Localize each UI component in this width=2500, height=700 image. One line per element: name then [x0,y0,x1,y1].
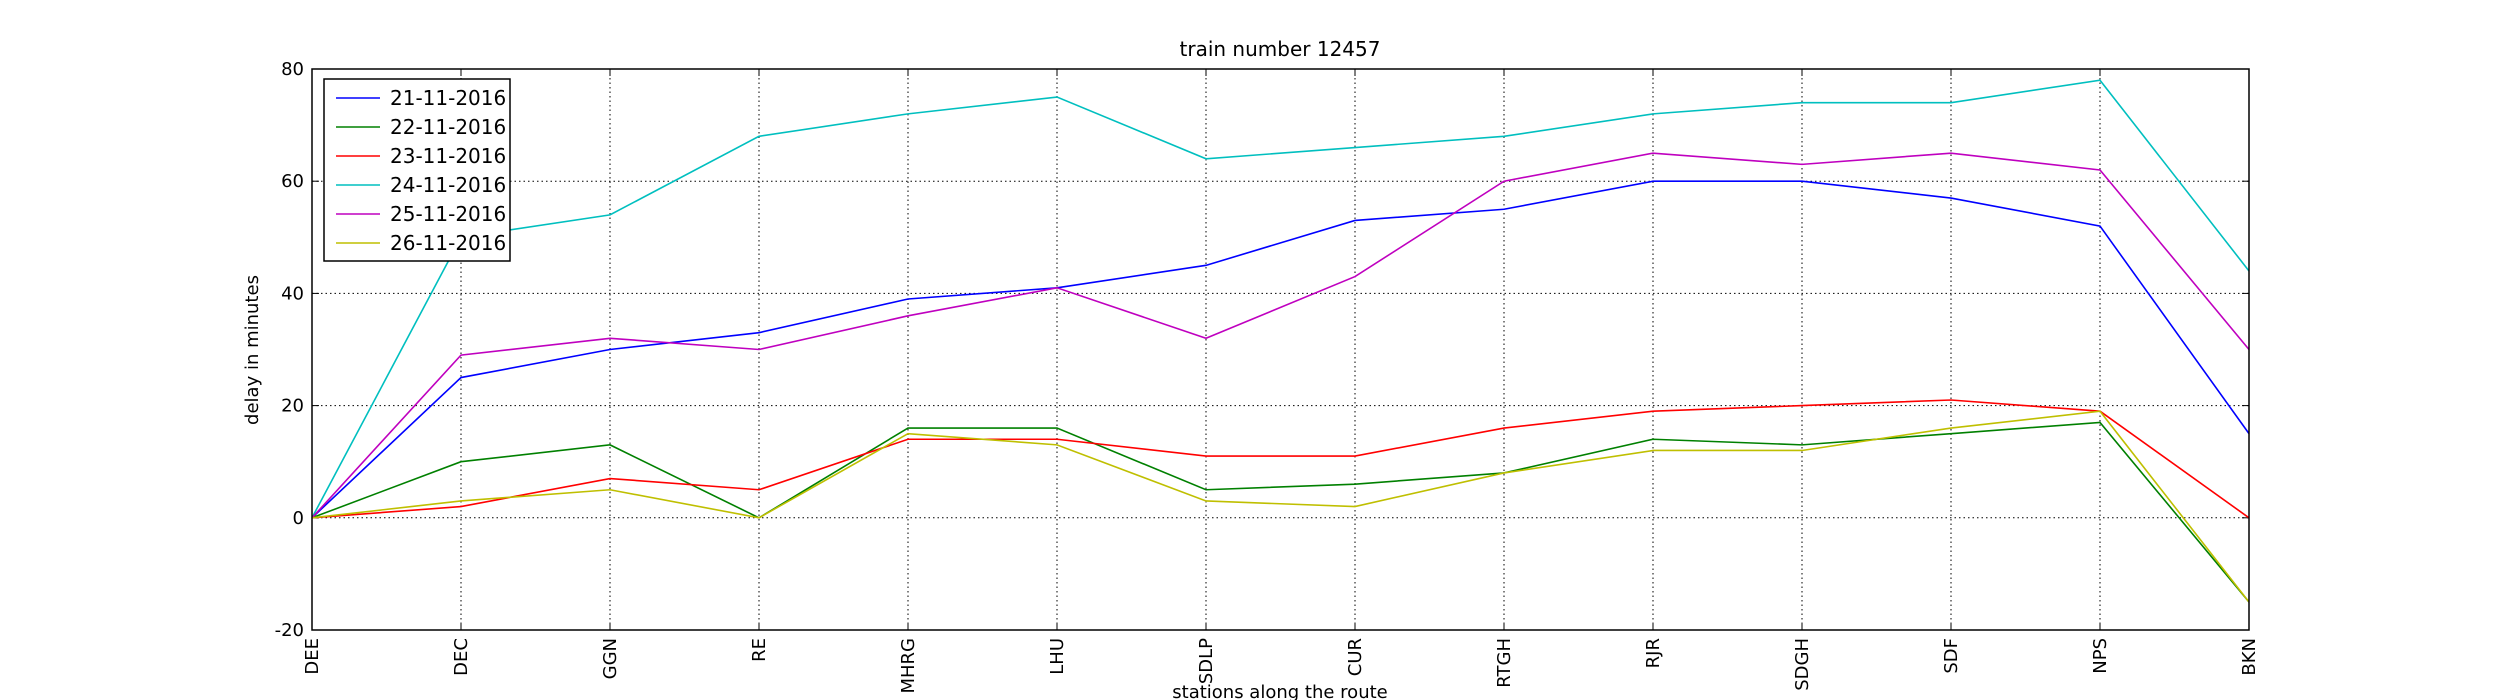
x-tick-label: RTGH [1494,638,1515,688]
x-tick-label: MHRG [898,638,919,694]
chart-title: train number 12457 [1180,37,1381,61]
x-tick-label: DEE [302,638,323,675]
series-line [311,421,2250,603]
legend-label: 25-11-2016 [390,202,506,226]
legend-label: 23-11-2016 [390,144,506,168]
x-tick-label: LHU [1047,638,1068,675]
y-tick-label: 40 [281,283,304,304]
x-tick-label: NPS [2090,638,2111,674]
x-tick-label: RE [749,638,770,662]
series-line [311,399,2250,519]
y-tick-label: -20 [275,620,304,641]
y-tick-label: 0 [293,508,304,529]
y-tick-label: 20 [281,396,304,417]
legend-label: 24-11-2016 [390,173,506,197]
x-tick-label: SDLP [1196,638,1217,684]
series-line [311,79,2250,519]
series-line [311,410,2250,603]
series-line [311,180,2250,519]
y-axis-label: delay in minutes [242,275,263,425]
x-tick-label: SDGH [1792,638,1813,691]
x-tick-label: RJR [1643,638,1664,668]
x-tick-label: BKN [2239,638,2260,676]
x-tick-label: SDF [1941,638,1962,674]
legend-label: 26-11-2016 [390,231,506,255]
legend-label: 22-11-2016 [390,115,506,139]
y-tick-label: 80 [281,59,304,80]
x-tick-label: GGN [600,638,621,679]
y-tick-label: 60 [281,171,304,192]
legend-box [323,78,511,262]
legend: 21-11-2016 22-11-2016 23-11-2016 24-11-2016… [323,78,511,262]
plot-frame [311,68,2250,631]
x-axis-label: stations along the route [1172,682,1387,700]
x-tick-label: CUR [1345,638,1366,676]
series-line [311,152,2250,519]
x-tick-label: DEC [451,638,472,676]
legend-label: 21-11-2016 [390,86,506,110]
